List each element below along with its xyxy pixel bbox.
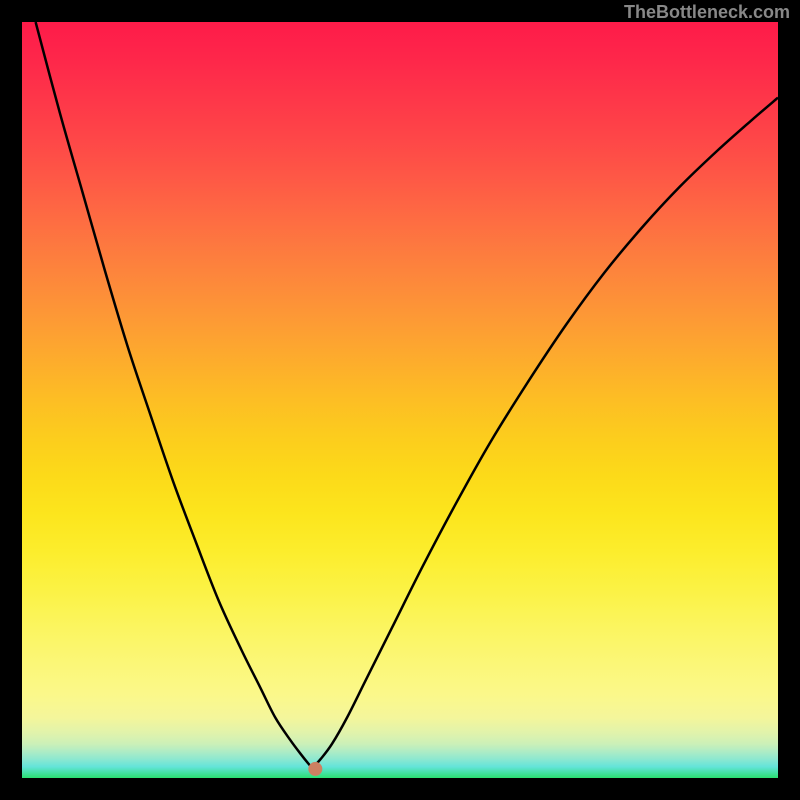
plot-background [22,22,778,778]
watermark-text: TheBottleneck.com [624,2,790,23]
optimal-point-marker [308,762,322,776]
bottleneck-chart [0,0,800,800]
